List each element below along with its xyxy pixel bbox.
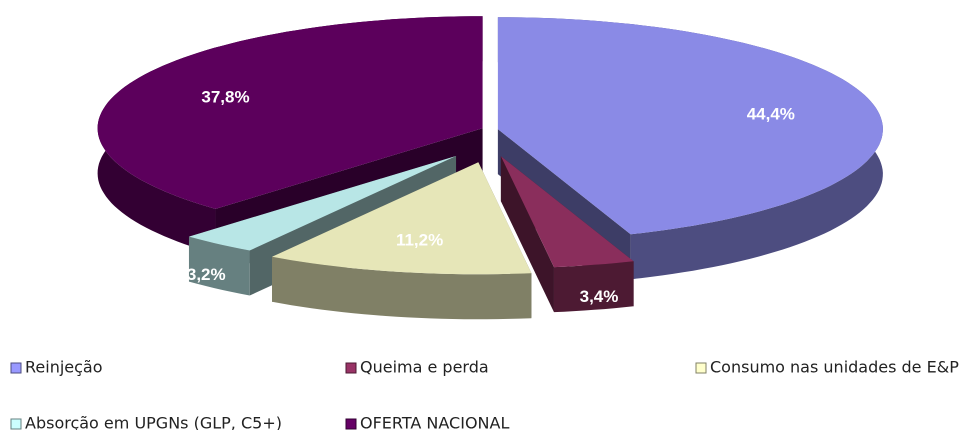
slice-top	[97, 16, 483, 209]
legend-label: Consumo nas unidades de E&P	[710, 358, 959, 377]
legend-label: OFERTA NACIONAL	[360, 414, 509, 430]
value-label: 44,4%	[747, 105, 795, 124]
legend-swatch	[10, 362, 22, 374]
legend-swatch	[345, 362, 357, 374]
slice	[272, 162, 532, 320]
slice-side	[272, 256, 532, 320]
slice-side	[554, 261, 634, 313]
legend-swatch	[10, 418, 22, 430]
legend-label: Queima e perda	[360, 358, 489, 377]
slice-top	[497, 17, 883, 235]
legend-label: Reinjeção	[25, 358, 103, 377]
slice-side	[500, 156, 554, 313]
legend-label: Absorção em UPGNs (GLP, C5+)	[25, 414, 282, 430]
value-label: 3,4%	[580, 287, 619, 306]
legend-swatch	[345, 418, 357, 430]
value-label: 37,8%	[201, 88, 249, 107]
slice-top	[189, 155, 457, 251]
legend-swatch	[695, 362, 707, 374]
slice-side	[188, 155, 457, 282]
slice-top	[272, 162, 532, 275]
slice-top	[500, 156, 634, 268]
slice	[500, 156, 634, 313]
slice-side	[189, 236, 250, 296]
value-label: 3,2%	[187, 265, 226, 284]
value-label: 11,2%	[396, 231, 443, 250]
